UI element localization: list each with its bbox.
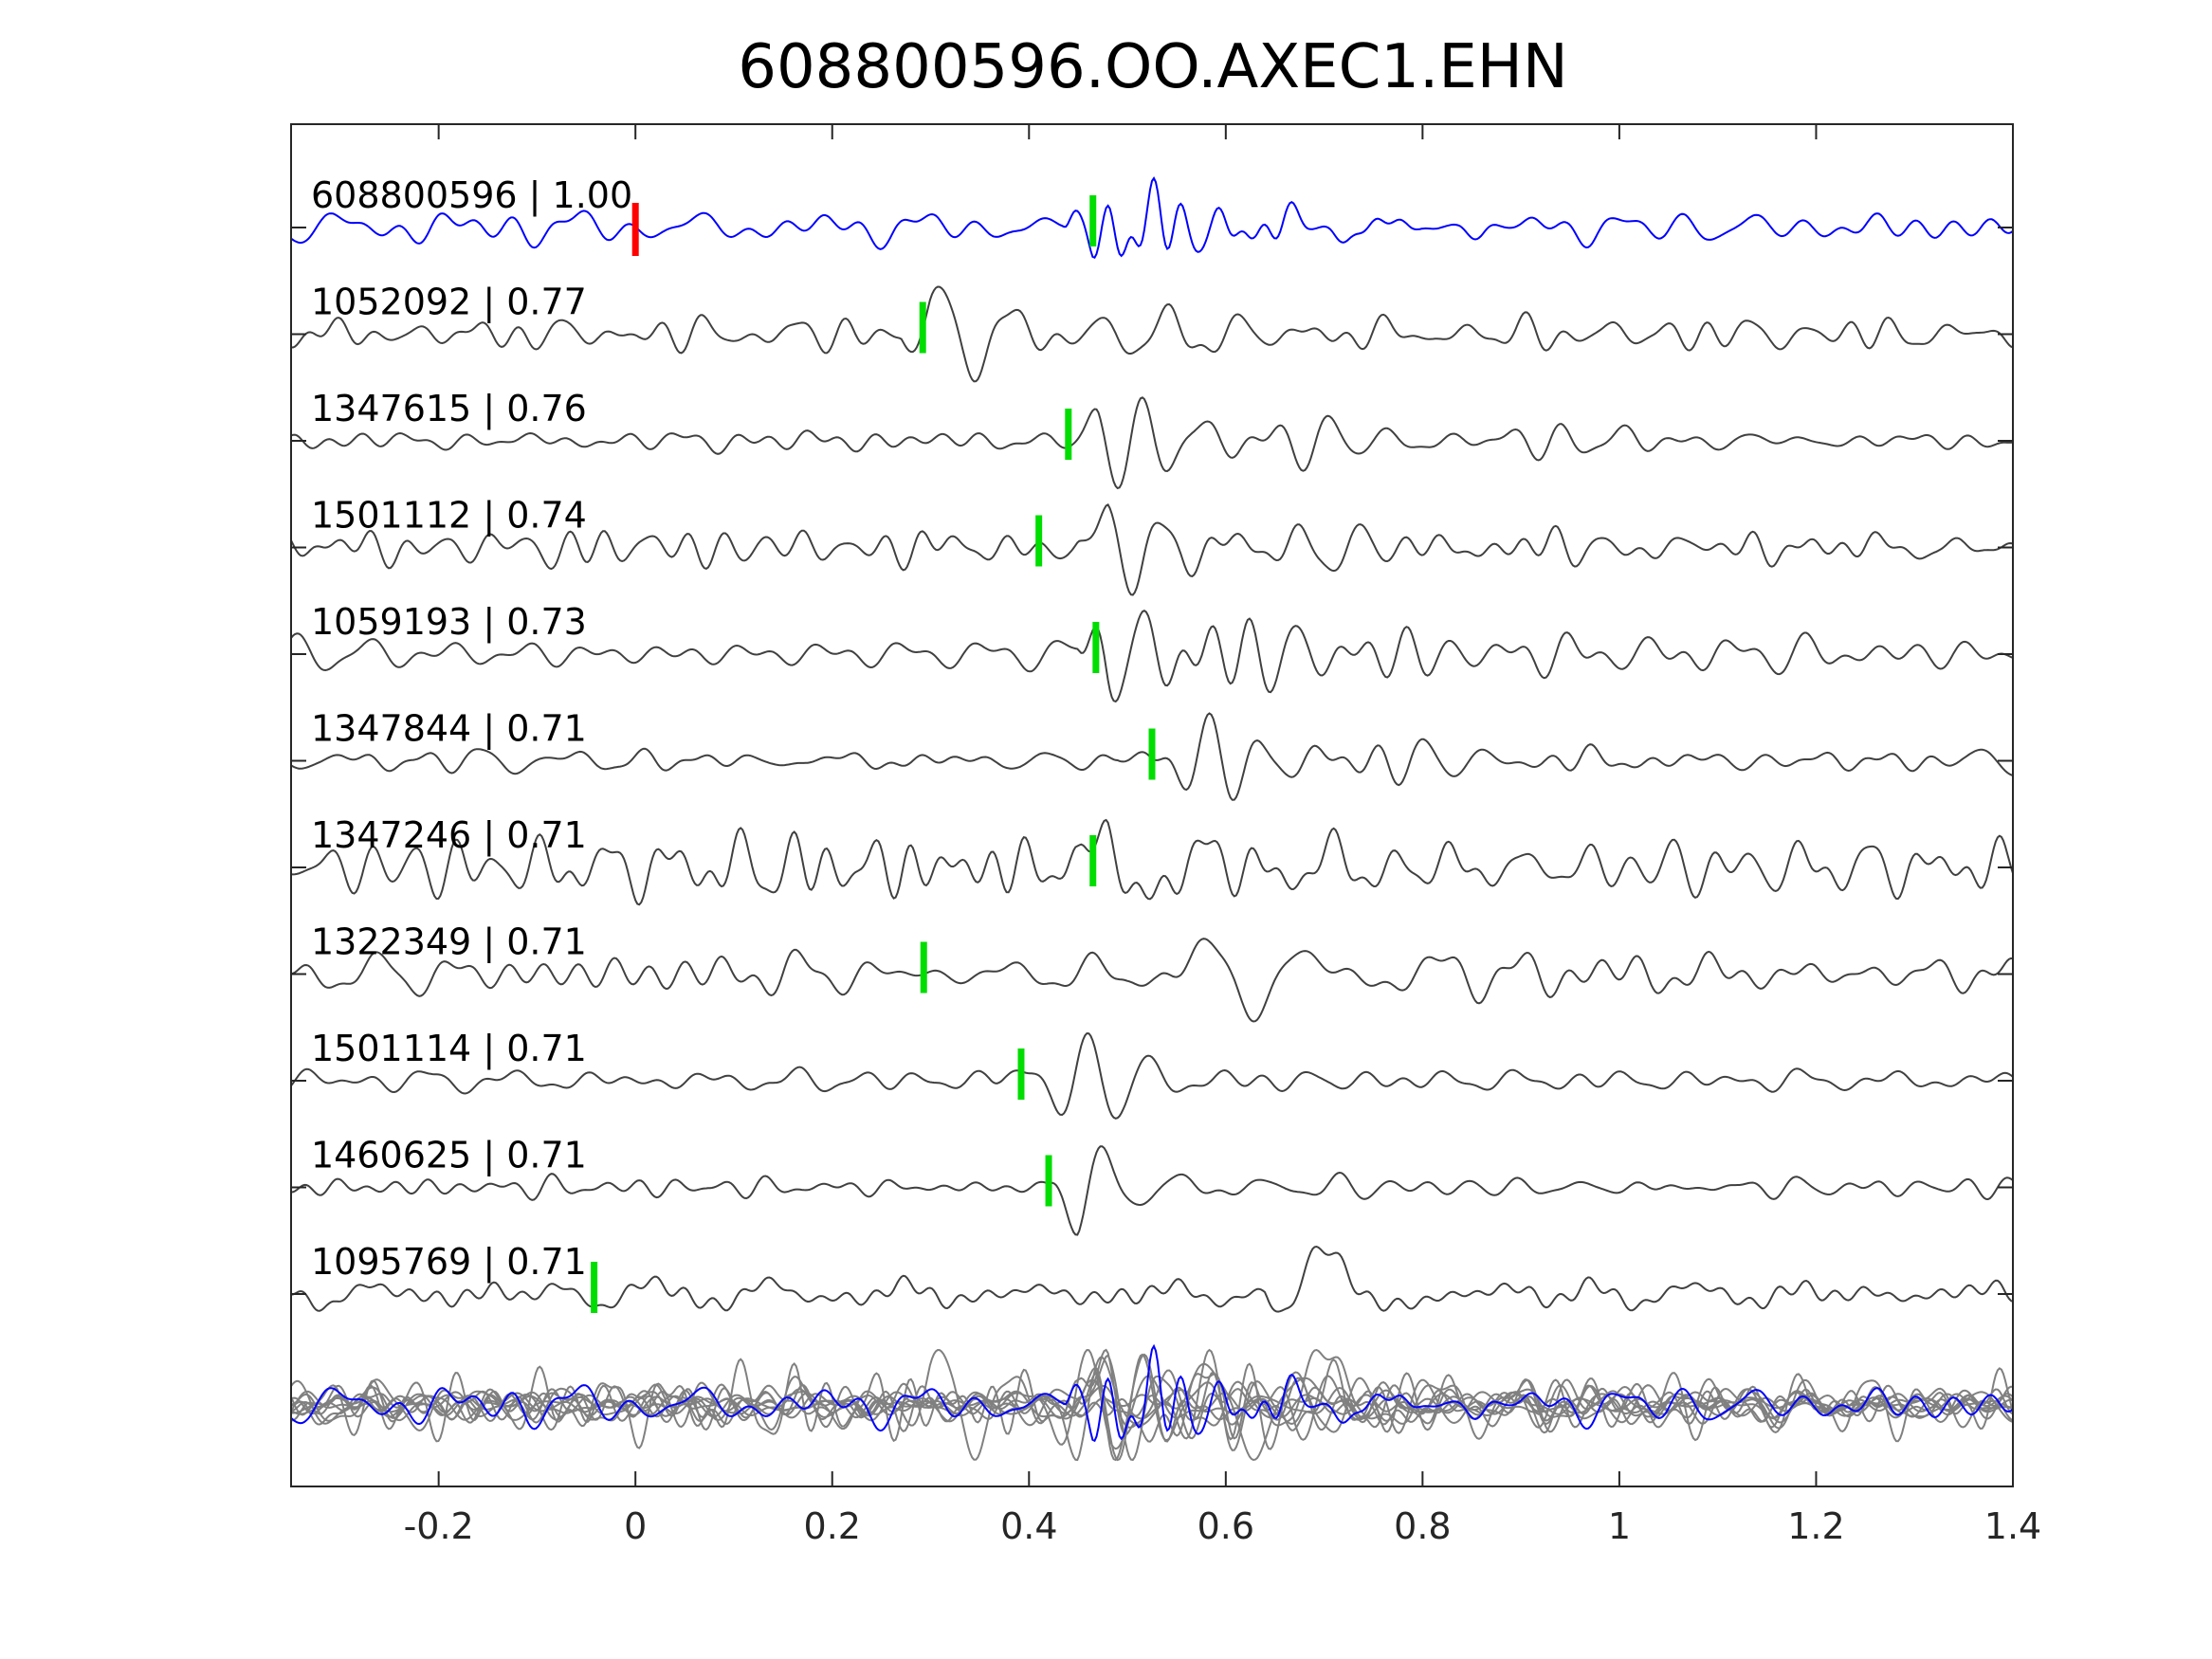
stack-trace-1322349 xyxy=(290,1362,2014,1462)
trace-label-1322349: 1322349 | 0.71 xyxy=(311,921,587,964)
x-axis-ticks: -0.2 0 0.2 0.4 0.6 0.8 1 1.2 1.4 xyxy=(291,124,2041,1547)
trace-label-1460625: 1460625 | 0.71 xyxy=(311,1135,587,1177)
x-tick-label: 1.2 xyxy=(1787,1505,1844,1547)
trace-label-1347615: 1347615 | 0.76 xyxy=(311,388,587,430)
x-tick-label: 0.4 xyxy=(1000,1505,1057,1547)
chart-title: 608800596.OO.AXEC1.EHN xyxy=(738,32,1568,102)
trace-label-1501114: 1501114 | 0.71 xyxy=(311,1028,587,1070)
stack-trace-608800596 xyxy=(290,1343,2014,1443)
trace-label-1059193: 1059193 | 0.73 xyxy=(311,601,587,644)
trace-1052092 xyxy=(290,285,2014,383)
x-tick-label: 0.6 xyxy=(1197,1505,1254,1547)
axes-box xyxy=(290,123,2014,1487)
trace-label-608800596: 608800596 | 1.00 xyxy=(311,174,632,217)
trace-label-1347844: 1347844 | 0.71 xyxy=(311,708,587,751)
trace-1059193 xyxy=(290,610,2014,703)
trace-label-1347246: 1347246 | 0.71 xyxy=(311,814,587,857)
trace-1322349 xyxy=(290,938,2014,1023)
trace-608800596 xyxy=(290,176,2014,259)
picks-layer xyxy=(591,195,1156,1313)
traces-layer xyxy=(290,176,2014,1313)
x-tick-label: -0.2 xyxy=(404,1505,474,1547)
x-tick-label: 1 xyxy=(1608,1505,1631,1547)
trace-label-1501112: 1501112 | 0.74 xyxy=(311,495,587,538)
trace-1501114 xyxy=(290,1031,2014,1120)
x-tick-label: 0.8 xyxy=(1394,1505,1451,1547)
stack-trace-1095769 xyxy=(290,1348,2014,1427)
trace-1460625 xyxy=(291,1145,2014,1236)
x-tick-label: 0 xyxy=(624,1505,647,1547)
x-tick-label: 1.4 xyxy=(1984,1505,2041,1547)
trace-1347246 xyxy=(290,818,2014,906)
trace-labels-layer: 608800596 | 1.00 1052092 | 0.77 1347615 | … xyxy=(311,174,632,1284)
trace-1347615 xyxy=(290,396,2014,490)
trace-label-1052092: 1052092 | 0.77 xyxy=(311,282,587,324)
stack-trace-1347246 xyxy=(290,1348,2014,1449)
trace-1501112 xyxy=(290,503,2014,596)
stack-layer xyxy=(290,1343,2014,1462)
trace-label-1095769: 1095769 | 0.71 xyxy=(311,1241,587,1284)
trace-1095769 xyxy=(290,1245,2014,1313)
x-tick-label: 0.2 xyxy=(804,1505,861,1547)
